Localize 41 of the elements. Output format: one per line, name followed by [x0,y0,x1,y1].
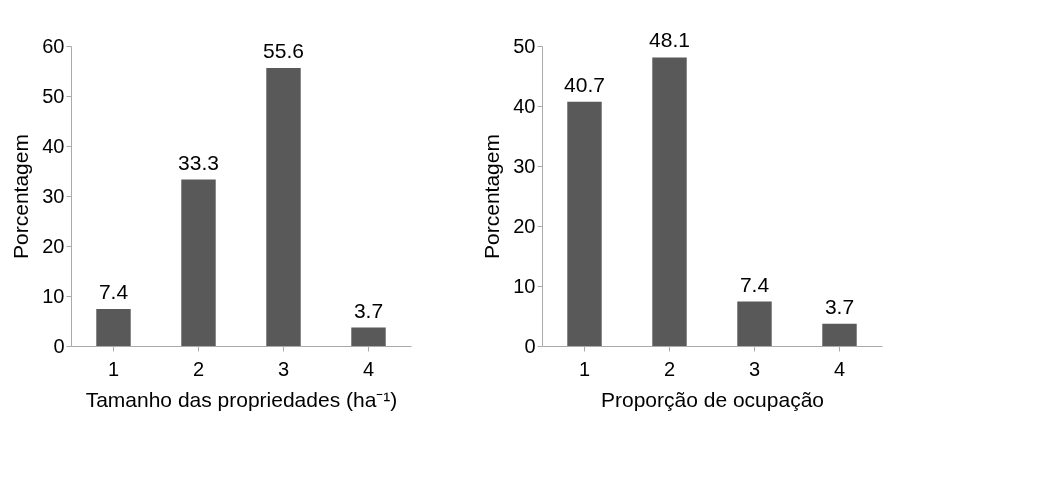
data-label: 33.3 [178,150,219,174]
data-label: 7.4 [98,280,129,303]
y-tick-label: 0 [524,334,536,357]
y-tick-label: 40 [42,134,65,157]
y-axis-title: Porcentagem [9,134,33,259]
y-tick-label: 60 [42,34,65,57]
bar [266,68,301,346]
y-tick-label: 40 [513,94,536,117]
x-tick-label: 3 [748,357,761,380]
bar [567,101,602,346]
x-axis-title: Tamanho das propriedades (ha⁻¹) [85,387,398,411]
y-tick-label: 50 [42,84,65,107]
y-axis-title: Porcentagem [480,134,504,259]
bar [96,309,131,346]
x-tick-label: 3 [277,357,290,380]
x-tick-label: 2 [663,357,676,380]
y-tick-label: 50 [513,34,536,57]
y-tick-label: 30 [42,184,65,207]
y-tick-label: 10 [42,284,65,307]
data-label: 40.7 [564,72,605,96]
bar [737,301,772,346]
x-axis-title: Proporção de ocupação [601,387,824,411]
bar [822,323,857,346]
data-label: 3.7 [824,294,855,318]
bar [351,327,386,346]
y-tick-label: 20 [513,214,536,237]
x-tick-label: 1 [578,357,591,380]
data-label: 48.1 [649,28,690,52]
y-tick-label: 20 [42,234,65,257]
y-tick-label: 0 [53,334,65,357]
x-tick-label: 4 [362,357,375,380]
x-tick-label: 1 [107,357,120,380]
data-label: 55.6 [263,39,304,62]
y-tick-label: 10 [513,274,536,297]
data-label: 3.7 [353,298,384,322]
x-tick-label: 4 [833,357,846,380]
bar [652,57,687,346]
bar [181,179,216,346]
x-tick-label: 2 [192,357,205,380]
y-tick-label: 30 [513,154,536,177]
data-label: 7.4 [739,272,770,296]
